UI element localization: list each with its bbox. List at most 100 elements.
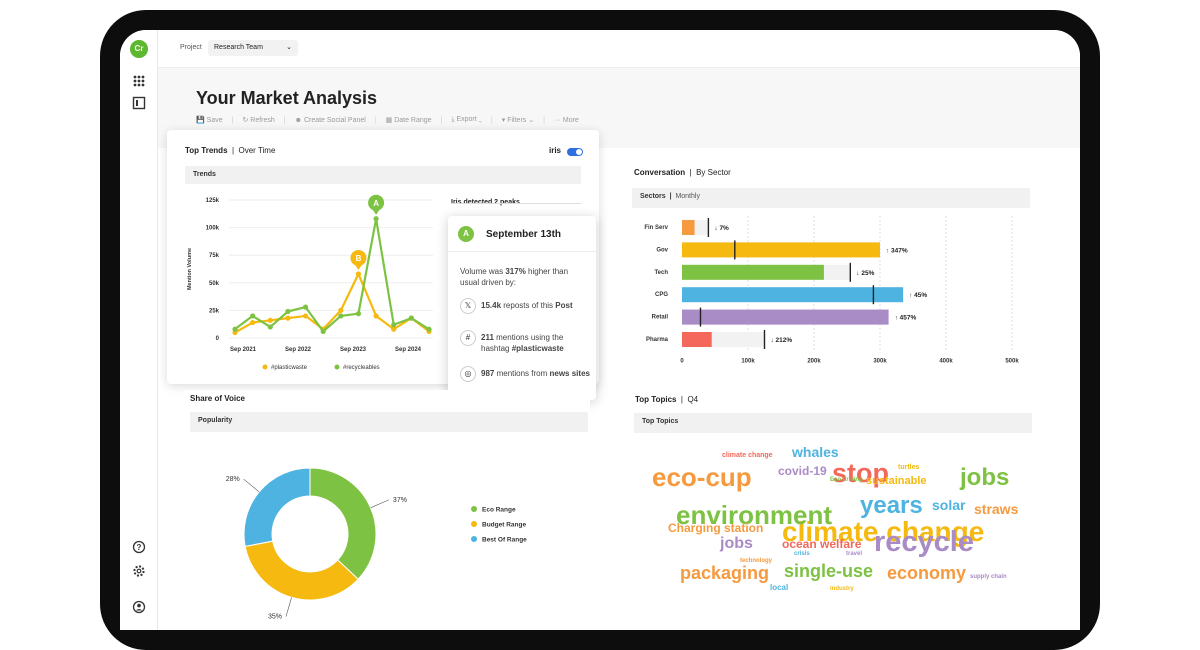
word-cloud-term[interactable]: solar <box>932 497 966 513</box>
x-tick-label: Sep 2022 <box>285 347 312 353</box>
data-point <box>320 328 326 334</box>
word-cloud-term[interactable]: jobs <box>960 464 1010 491</box>
word-cloud-term[interactable]: covid-19 <box>778 464 827 478</box>
word-cloud-term[interactable]: crisis <box>794 551 810 557</box>
project-dropdown[interactable]: Research Team ⌄ <box>208 40 298 56</box>
conversation-card: Conversation | By Sector Sectors | Month… <box>626 160 1034 380</box>
date-range-button[interactable]: ▦ Date Range <box>385 117 432 124</box>
refresh-label: Refresh <box>250 117 275 124</box>
app-screen: Cr ? Project Research Team ⌄ Your Market… <box>120 30 1080 630</box>
word-cloud-term[interactable]: recycle <box>874 526 974 558</box>
x-logo-icon: 𝕏 <box>460 298 476 314</box>
word-cloud-term[interactable]: technology <box>740 558 773 564</box>
export-button[interactable]: ⤓ Export ⌄ <box>451 116 482 123</box>
peak-detail-popup: A September 13th Volume was 317% higher … <box>448 216 596 400</box>
data-point <box>373 216 379 222</box>
word-cloud-term[interactable]: climate change <box>722 452 773 459</box>
popup-row3-text: mentions from <box>494 369 550 378</box>
data-point <box>232 326 238 332</box>
change-label: ↓ 7% <box>714 225 729 232</box>
toolbar-divider: | <box>283 116 286 124</box>
share-of-voice-donut: 37% 35% 28% Eco Range Budget Range Best Of Ra… <box>226 467 527 621</box>
y-tick-label: 75k <box>209 253 220 259</box>
word-cloud-term[interactable]: industry <box>830 586 854 592</box>
word-cloud-term[interactable]: packaging <box>680 563 770 583</box>
popup-row2-bold: 211 <box>481 333 494 342</box>
word-cloud-term[interactable]: Eco driving <box>830 477 863 483</box>
toolbar-divider: | <box>374 116 377 124</box>
data-point <box>355 271 362 277</box>
word-cloud-term[interactable]: supply chain <box>970 574 1007 580</box>
top-trends-subtitle: Over Time <box>238 146 276 155</box>
word-cloud-term[interactable]: sustainable <box>866 475 927 487</box>
word-cloud-term[interactable]: eco-cup <box>652 462 752 492</box>
popup-row2-end: #plasticwaste <box>511 344 564 353</box>
app-logo[interactable]: Cr <box>130 40 148 58</box>
sectors-label: Sectors <box>640 193 666 200</box>
popup-row-news-text: 987 mentions from news sites <box>481 368 593 379</box>
word-cloud-term[interactable]: climate change <box>782 516 985 547</box>
more-label: More <box>562 116 579 124</box>
x-tick-label: 400k <box>939 358 953 364</box>
word-cloud-term[interactable]: whales <box>792 444 839 460</box>
toolbar-divider: | <box>231 116 234 124</box>
user-icon[interactable] <box>132 600 146 614</box>
save-label: Save <box>206 117 223 124</box>
conversation-title: Conversation | By Sector <box>634 168 731 177</box>
conversation-subtitle: By Sector <box>696 168 731 177</box>
word-cloud: climate change environment eco-cup recycle s… <box>632 440 1032 630</box>
x-tick-label: Sep 2021 <box>230 347 257 353</box>
top-topics-title: Top Topics | Q4 <box>635 395 699 404</box>
y-tick-label: 0 <box>216 336 220 342</box>
filters-label: Filters <box>507 117 527 124</box>
popup-row1-text: reposts of this <box>501 301 556 310</box>
word-cloud-term[interactable]: travel <box>846 551 863 557</box>
panel-icon[interactable] <box>132 96 146 110</box>
word-cloud-term[interactable]: years <box>860 492 923 519</box>
toolbar-divider: | <box>490 116 493 124</box>
data-point <box>338 313 344 319</box>
legend-label: #recycleables <box>343 365 380 371</box>
category-label: Gov <box>656 247 668 253</box>
popup-date: September 13th <box>486 229 562 240</box>
refresh-button[interactable]: ↻ Refresh <box>242 117 275 124</box>
help-icon[interactable]: ? <box>132 540 146 554</box>
word-cloud-term[interactable]: environment <box>676 500 833 530</box>
chevron-down-icon: ⌄ <box>286 44 292 51</box>
word-cloud-term[interactable]: Charging station <box>668 521 764 535</box>
create-panel-button[interactable]: ☻ Create Social Panel <box>294 116 366 124</box>
iris-toggle[interactable] <box>567 148 583 156</box>
word-cloud-term[interactable]: single-use <box>784 561 874 581</box>
trends-subbar: Trends <box>185 166 581 184</box>
word-cloud-term[interactable]: jobs <box>720 535 753 552</box>
word-cloud-term[interactable]: ocean welfare <box>782 537 862 551</box>
popup-row-reposts-text: 15.4k reposts of this Post <box>481 300 593 311</box>
data-point <box>408 315 414 321</box>
word-cloud-term[interactable]: economy <box>887 563 967 583</box>
x-tick-label: 500k <box>1005 358 1019 364</box>
popularity-subbar: Popularity <box>190 412 588 432</box>
word-cloud-term[interactable]: turtles <box>898 464 920 471</box>
toolbar-divider: | <box>543 116 545 124</box>
sectors-subbar: Sectors | Monthly <box>632 188 1030 208</box>
top-bar: Project Research Team ⌄ <box>158 30 1080 68</box>
top-topics-heading: Top Topics <box>635 395 677 404</box>
bar <box>682 264 824 280</box>
legend-label: Budget Range <box>482 522 526 529</box>
change-label: ↑ 457% <box>895 315 917 322</box>
gear-icon[interactable] <box>132 564 146 578</box>
word-cloud-term[interactable]: stop <box>832 458 889 488</box>
word-cloud-term[interactable]: local <box>770 583 789 592</box>
filters-button[interactable]: ▾ Filters ⌄ <box>501 117 535 124</box>
popup-row1-end: Post <box>555 301 573 310</box>
grid-icon[interactable] <box>132 74 146 88</box>
popup-header: A September 13th <box>448 216 596 252</box>
data-point <box>426 326 432 332</box>
x-tick-label: 200k <box>807 358 821 364</box>
save-button[interactable]: 💾 Save <box>196 117 223 124</box>
date-range-label: Date Range <box>394 117 432 124</box>
globe-icon: ◎ <box>460 366 476 382</box>
word-cloud-term[interactable]: straws <box>974 501 1019 517</box>
more-button[interactable]: ··· More <box>553 116 579 124</box>
legend-swatch <box>471 506 477 512</box>
